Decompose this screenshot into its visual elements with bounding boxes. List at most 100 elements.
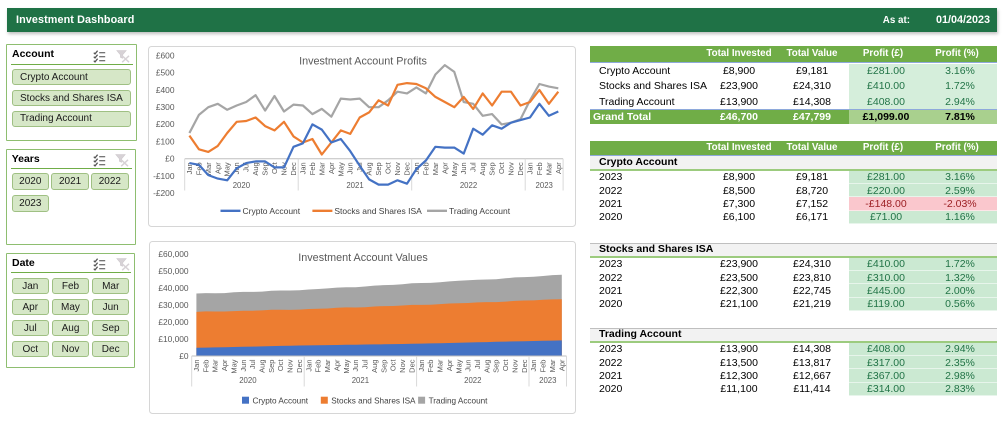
svg-text:Sep: Sep — [267, 360, 276, 373]
svg-text:Aug: Aug — [258, 360, 267, 373]
svg-text:Mar: Mar — [548, 359, 557, 372]
svg-text:2020: 2020 — [233, 181, 251, 190]
svg-text:Stocks and Shares ISA: Stocks and Shares ISA — [331, 396, 416, 405]
svg-text:£60,000: £60,000 — [158, 249, 189, 259]
svg-text:Sep: Sep — [374, 162, 383, 175]
svg-text:Jan: Jan — [529, 360, 538, 372]
svg-text:Mar: Mar — [436, 359, 445, 372]
svg-text:£200: £200 — [156, 119, 175, 129]
svg-text:Jul: Jul — [361, 359, 370, 369]
svg-text:Aug: Aug — [251, 162, 260, 175]
svg-text:Feb: Feb — [314, 360, 323, 373]
svg-text:Oct: Oct — [276, 359, 285, 372]
svg-text:Jan: Jan — [304, 360, 313, 372]
svg-text:£500: £500 — [156, 68, 175, 78]
svg-text:Dec: Dec — [516, 162, 525, 176]
svg-text:Trading Account: Trading Account — [449, 206, 511, 216]
svg-text:Dec: Dec — [407, 359, 416, 373]
svg-text:May: May — [450, 162, 459, 176]
svg-text:Sep: Sep — [488, 162, 497, 175]
svg-text:Apr: Apr — [220, 359, 229, 371]
svg-text:Jul: Jul — [242, 162, 251, 172]
svg-text:Jul: Jul — [473, 359, 482, 369]
svg-text:Jun: Jun — [351, 360, 360, 372]
svg-text:2022: 2022 — [460, 181, 477, 190]
svg-text:Aug: Aug — [365, 162, 374, 175]
svg-text:Jan: Jan — [298, 162, 307, 174]
svg-text:Feb: Feb — [539, 360, 548, 373]
svg-text:Investment Account Values: Investment Account Values — [298, 252, 428, 264]
svg-text:Mar: Mar — [317, 162, 326, 175]
svg-text:£50,000: £50,000 — [158, 266, 189, 276]
svg-text:Feb: Feb — [194, 162, 203, 175]
svg-text:May: May — [229, 359, 238, 373]
svg-text:Nov: Nov — [507, 162, 516, 176]
svg-text:Investment Account Profits: Investment Account Profits — [299, 56, 427, 68]
svg-text:Sep: Sep — [379, 360, 388, 373]
svg-text:£0: £0 — [179, 351, 189, 361]
svg-text:Dec: Dec — [295, 359, 304, 373]
svg-text:Apr: Apr — [327, 162, 336, 174]
svg-text:May: May — [342, 359, 351, 373]
svg-text:Sep: Sep — [261, 162, 270, 175]
svg-text:Apr: Apr — [445, 359, 454, 371]
svg-text:Sep: Sep — [492, 360, 501, 373]
svg-text:Dec: Dec — [403, 162, 412, 176]
svg-text:Jun: Jun — [464, 360, 473, 372]
svg-text:Nov: Nov — [511, 359, 520, 373]
svg-text:2021: 2021 — [346, 181, 363, 190]
svg-text:May: May — [454, 359, 463, 373]
svg-text:Nov: Nov — [286, 359, 295, 373]
svg-text:Dec: Dec — [289, 162, 298, 176]
svg-text:Jan: Jan — [192, 360, 201, 372]
svg-text:2023: 2023 — [536, 181, 553, 190]
svg-text:Oct: Oct — [497, 161, 506, 174]
svg-text:Feb: Feb — [308, 162, 317, 175]
svg-text:Apr: Apr — [440, 162, 449, 174]
svg-text:Stocks and Shares ISA: Stocks and Shares ISA — [334, 206, 422, 216]
svg-text:£40,000: £40,000 — [158, 283, 189, 293]
svg-text:2020: 2020 — [239, 376, 257, 385]
svg-text:Jul: Jul — [248, 359, 257, 369]
svg-text:Feb: Feb — [201, 360, 210, 373]
svg-text:Feb: Feb — [426, 360, 435, 373]
svg-text:Jul: Jul — [469, 162, 478, 172]
svg-text:Mar: Mar — [204, 162, 213, 175]
svg-text:Nov: Nov — [398, 359, 407, 373]
svg-text:Jan: Jan — [526, 162, 535, 174]
svg-text:Apr: Apr — [554, 162, 563, 174]
svg-text:2022: 2022 — [464, 376, 481, 385]
svg-text:Oct: Oct — [384, 161, 393, 174]
svg-text:£20,000: £20,000 — [158, 317, 189, 327]
svg-text:Mar: Mar — [544, 162, 553, 175]
svg-text:-£200: -£200 — [153, 188, 175, 198]
svg-text:Jan: Jan — [185, 162, 194, 174]
svg-text:Aug: Aug — [370, 360, 379, 373]
svg-text:£0: £0 — [165, 154, 175, 164]
svg-text:Apr: Apr — [332, 359, 341, 371]
svg-text:Jun: Jun — [346, 162, 355, 174]
svg-text:£300: £300 — [156, 102, 175, 112]
svg-text:£400: £400 — [156, 85, 175, 95]
svg-text:Dec: Dec — [520, 359, 529, 373]
svg-text:Feb: Feb — [421, 162, 430, 175]
svg-text:Oct: Oct — [501, 359, 510, 372]
svg-text:Oct: Oct — [389, 359, 398, 372]
svg-text:Mar: Mar — [211, 359, 220, 372]
svg-text:-£100: -£100 — [153, 171, 175, 181]
svg-text:Aug: Aug — [482, 360, 491, 373]
svg-text:Aug: Aug — [478, 162, 487, 175]
svg-text:Jun: Jun — [239, 360, 248, 372]
svg-text:£30,000: £30,000 — [158, 300, 189, 310]
svg-text:2021: 2021 — [352, 376, 369, 385]
svg-text:£600: £600 — [156, 50, 175, 60]
svg-text:Apr: Apr — [557, 359, 566, 371]
svg-text:2023: 2023 — [539, 376, 556, 385]
svg-text:Trading Account: Trading Account — [429, 396, 489, 405]
svg-text:Jun: Jun — [459, 162, 468, 174]
svg-text:Nov: Nov — [393, 162, 402, 176]
svg-text:Mar: Mar — [431, 162, 440, 175]
svg-text:Crypto Account: Crypto Account — [243, 206, 301, 216]
svg-text:£10,000: £10,000 — [158, 334, 189, 344]
svg-text:Mar: Mar — [323, 359, 332, 372]
